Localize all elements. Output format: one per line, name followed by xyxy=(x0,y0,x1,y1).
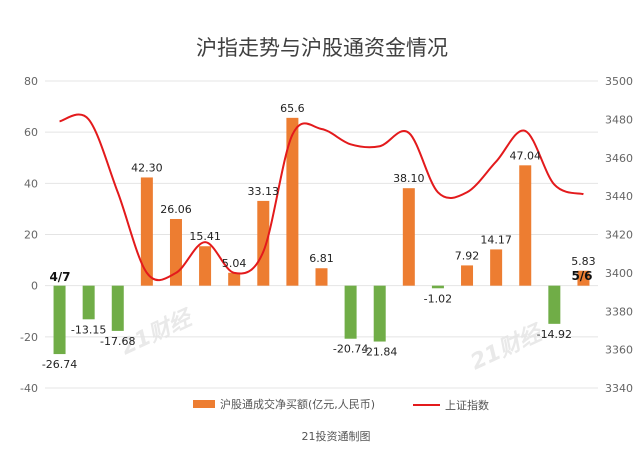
bar xyxy=(461,265,474,286)
start-date-label: 4/7 xyxy=(49,270,70,284)
bar-data-label: -13.15 xyxy=(71,323,106,336)
bar-data-label: -14.92 xyxy=(537,328,572,341)
y-axis-left: -40 -20 0 20 40 60 80 xyxy=(20,75,38,395)
legend-bar-swatch xyxy=(193,400,215,408)
legend-line-label: 上证指数 xyxy=(445,398,489,412)
y-left-tick-label: -40 xyxy=(20,382,38,395)
bar xyxy=(373,285,386,342)
bar-data-label: 26.06 xyxy=(160,203,192,216)
y-right-tick-label: 3420 xyxy=(605,229,633,242)
y-left-tick-label: 20 xyxy=(24,229,38,242)
y-right-tick-label: 3360 xyxy=(605,344,633,357)
bar xyxy=(548,285,561,324)
legend-bar-label: 沪股通成交净买额(亿元,人民币) xyxy=(220,397,375,411)
bar xyxy=(519,165,532,286)
bar xyxy=(344,285,357,339)
bar xyxy=(169,218,182,286)
source-caption: 21投资通制图 xyxy=(302,429,371,443)
bar-data-label: 47.04 xyxy=(509,149,541,162)
bar xyxy=(53,285,66,355)
bar xyxy=(490,249,503,286)
bar xyxy=(431,285,444,289)
bar xyxy=(82,285,95,320)
bar xyxy=(199,246,212,286)
bar-data-label: 33.13 xyxy=(248,185,280,198)
bar xyxy=(228,272,241,286)
bar-data-label: -17.68 xyxy=(100,335,135,348)
bar-data-label: 42.30 xyxy=(131,161,163,174)
bar-data-label: 65.6 xyxy=(280,102,305,115)
bar-series xyxy=(53,117,590,355)
bar xyxy=(140,177,153,286)
line-series xyxy=(59,113,584,282)
y-left-tick-label: 80 xyxy=(24,75,38,88)
bar-data-label: 15.41 xyxy=(189,230,221,243)
y-right-tick-label: 3400 xyxy=(605,267,633,280)
watermark: 21财经 21财经 xyxy=(117,304,548,375)
bar-data-label: 5.83 xyxy=(571,255,596,268)
bar-data-label: 5.04 xyxy=(222,257,247,270)
bar-data-label: -20.74 xyxy=(333,343,368,356)
chart-title: 沪指走势与沪股通资金情况 xyxy=(196,36,448,60)
bar xyxy=(111,285,124,331)
y-left-tick-label: 40 xyxy=(24,177,38,190)
y-left-tick-label: 0 xyxy=(31,280,38,293)
y-right-tick-label: 3460 xyxy=(605,152,633,165)
bar-data-label: -21.84 xyxy=(362,346,397,359)
y-right-tick-label: 3380 xyxy=(605,305,633,318)
end-date-label: 5/6 xyxy=(571,269,592,283)
bar xyxy=(577,270,590,286)
index-line xyxy=(59,113,584,282)
bar-data-label: 38.10 xyxy=(393,172,425,185)
bar xyxy=(257,200,270,286)
y-right-tick-label: 3500 xyxy=(605,75,633,88)
y-left-tick-label: -20 xyxy=(20,331,38,344)
y-left-tick-label: 60 xyxy=(24,126,38,139)
bar-data-label: 6.81 xyxy=(309,252,334,265)
bar xyxy=(286,117,299,286)
bar-data-label: -26.74 xyxy=(42,358,77,371)
watermark-left: 21财经 xyxy=(117,304,198,360)
bar-data-label: 14.17 xyxy=(480,233,512,246)
y-axis-right: 3340 3360 3380 3400 3420 3440 3460 3480 3500 xyxy=(605,75,633,395)
legend: 沪股通成交净买额(亿元,人民币) 上证指数 xyxy=(193,397,489,412)
bar-labels: -26.74 -13.15-17.68 42.30 26.06 15.41 5.04 33.… xyxy=(42,102,596,371)
bar-data-label: 7.92 xyxy=(455,249,480,262)
bar-data-label: -1.02 xyxy=(424,292,452,305)
y-right-tick-label: 3480 xyxy=(605,113,633,126)
bar xyxy=(315,268,328,286)
y-right-tick-label: 3340 xyxy=(605,382,633,395)
y-right-tick-label: 3440 xyxy=(605,190,633,203)
bar xyxy=(402,188,415,286)
